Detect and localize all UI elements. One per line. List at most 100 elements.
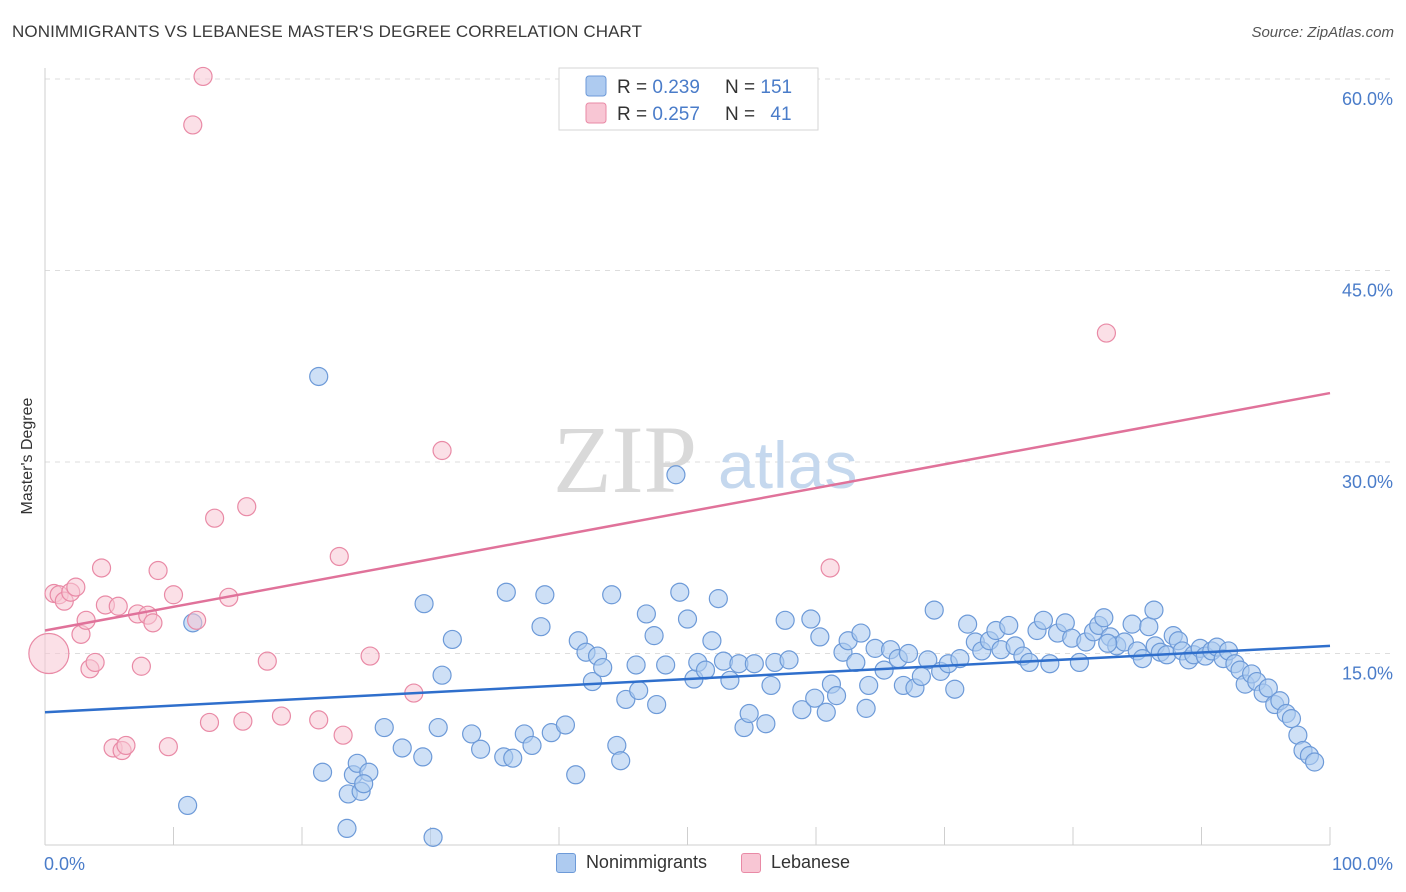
nonimmigrants-point xyxy=(415,595,433,613)
nonimmigrants-point xyxy=(802,610,820,628)
nonimmigrants-point xyxy=(472,740,490,758)
nonimmigrants-point xyxy=(780,651,798,669)
y-tick-label: 30.0% xyxy=(1342,472,1393,492)
nonimmigrants-point xyxy=(429,719,447,737)
nonimmigrants-point xyxy=(1306,753,1324,771)
legend-row-1-n: N = 151 xyxy=(725,77,792,98)
nonimmigrants-point xyxy=(703,632,721,650)
nonimmigrants-point xyxy=(959,615,977,633)
nonimmigrants-point xyxy=(745,655,763,673)
nonimmigrants-point xyxy=(757,715,775,733)
lebanese-point xyxy=(132,657,150,675)
legend-n-value-1: 151 xyxy=(760,77,792,98)
legend-swatch-nonimmigrants xyxy=(586,76,606,96)
nonimmigrants-point xyxy=(900,645,918,663)
bottom-legend: Nonimmigrants Lebanese xyxy=(0,852,1406,873)
nonimmigrants-point xyxy=(776,611,794,629)
nonimmigrants-point xyxy=(762,676,780,694)
nonimmigrants-point xyxy=(310,367,328,385)
legend-row-1: R = 0.239 xyxy=(617,77,700,98)
nonimmigrants-point xyxy=(1034,611,1052,629)
lebanese-point xyxy=(29,634,69,674)
nonimmigrants-point xyxy=(709,590,727,608)
lebanese-point xyxy=(184,116,202,134)
nonimmigrants-point xyxy=(443,630,461,648)
lebanese-point xyxy=(433,442,451,460)
legend-r-label-2: R = xyxy=(617,104,652,125)
legend-row-2-n: N = 41 xyxy=(725,104,792,125)
bottom-legend-swatch-lebanese xyxy=(741,853,761,873)
lebanese-point xyxy=(206,509,224,527)
nonimmigrants-point xyxy=(355,775,373,793)
nonimmigrants-point xyxy=(721,671,739,689)
scatter-chart: ZIP atlas 15.0%30.0%45.0%60.0%0.0% 100.0%… xyxy=(0,0,1406,892)
nonimmigrants-point xyxy=(1140,618,1158,636)
nonimmigrants-point xyxy=(603,586,621,604)
nonimmigrants-point xyxy=(497,583,515,601)
nonimmigrants-point xyxy=(314,763,332,781)
legend-row-2: R = 0.257 xyxy=(617,104,700,125)
nonimmigrants-point xyxy=(536,586,554,604)
nonimmigrants-point xyxy=(594,659,612,677)
lebanese-point xyxy=(77,611,95,629)
watermark-atlas: atlas xyxy=(718,428,857,502)
nonimmigrants-point xyxy=(696,661,714,679)
lebanese-point xyxy=(272,707,290,725)
y-tick-label: 45.0% xyxy=(1342,281,1393,301)
nonimmigrants-point xyxy=(375,719,393,737)
legend-n-value-2: 41 xyxy=(770,104,791,125)
legend-n-label-2: N = xyxy=(725,104,760,125)
lebanese-point xyxy=(149,562,167,580)
nonimmigrants-point xyxy=(179,796,197,814)
nonimmigrants-point xyxy=(612,752,630,770)
legend: R = 0.239 N = 151 R = 0.257 N = 41 xyxy=(559,68,818,130)
nonimmigrants-point xyxy=(657,656,675,674)
bottom-legend-label-lebanese: Lebanese xyxy=(771,852,850,873)
nonimmigrants-point xyxy=(645,627,663,645)
bottom-legend-swatch-nonimmigrants xyxy=(556,853,576,873)
nonimmigrants-point xyxy=(338,819,356,837)
nonimmigrants-point xyxy=(828,687,846,705)
lebanese-point xyxy=(361,647,379,665)
nonimmigrants-point xyxy=(671,583,689,601)
lebanese-point xyxy=(194,67,212,85)
y-tick-label: 15.0% xyxy=(1342,664,1393,684)
nonimmigrants-point xyxy=(852,624,870,642)
nonimmigrants-point xyxy=(630,682,648,700)
lebanese-point xyxy=(109,597,127,615)
lebanese-point xyxy=(67,578,85,596)
lebanese-point xyxy=(310,711,328,729)
nonimmigrants-point xyxy=(504,749,522,767)
nonimmigrants-point xyxy=(424,828,442,846)
nonimmigrants-point xyxy=(946,680,964,698)
nonimmigrants-point xyxy=(1099,634,1117,652)
bottom-legend-nonimmigrants: Nonimmigrants xyxy=(556,852,707,873)
nonimmigrants-point xyxy=(857,699,875,717)
nonimmigrants-point xyxy=(811,628,829,646)
nonimmigrants-point xyxy=(1000,616,1018,634)
nonimmigrants-point xyxy=(847,653,865,671)
nonimmigrants-point xyxy=(1095,609,1113,627)
nonimmigrants-point xyxy=(414,748,432,766)
legend-swatch-lebanese xyxy=(586,103,606,123)
nonimmigrants-point xyxy=(740,705,758,723)
bottom-legend-label-nonimmigrants: Nonimmigrants xyxy=(586,852,707,873)
nonimmigrants-point xyxy=(523,736,541,754)
lebanese-point xyxy=(330,547,348,565)
nonimmigrants-point xyxy=(433,666,451,684)
nonimmigrants-point xyxy=(637,605,655,623)
lebanese-point xyxy=(165,586,183,604)
lebanese-point xyxy=(1097,324,1115,342)
nonimmigrants-point xyxy=(860,676,878,694)
nonimmigrants-point xyxy=(648,696,666,714)
watermark: ZIP atlas xyxy=(553,406,857,513)
lebanese-point xyxy=(238,498,256,516)
nonimmigrants-point xyxy=(1070,653,1088,671)
lebanese-point xyxy=(334,726,352,744)
nonimmigrants-trend-line xyxy=(45,646,1330,712)
nonimmigrants-point xyxy=(1123,615,1141,633)
nonimmigrants-point xyxy=(627,656,645,674)
y-tick-label: 60.0% xyxy=(1342,89,1393,109)
lebanese-point xyxy=(144,614,162,632)
lebanese-point xyxy=(159,738,177,756)
